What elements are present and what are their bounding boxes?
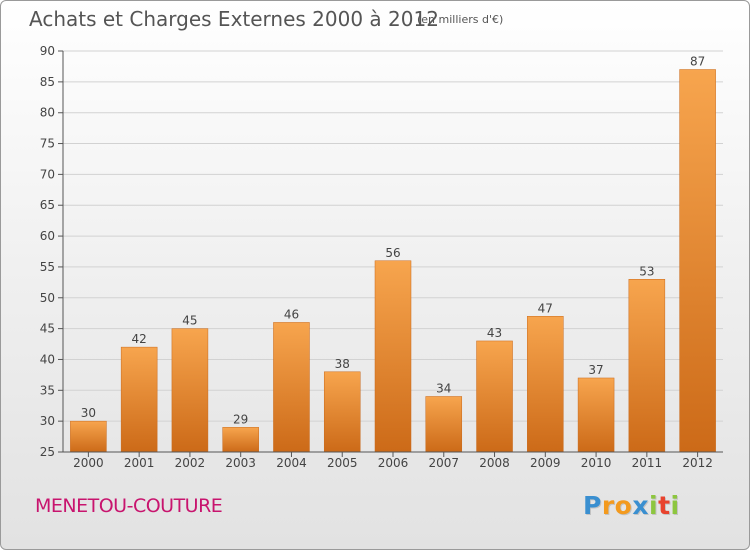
y-tick-label: 40 — [40, 352, 55, 366]
chart-unit: (en milliers d'€) — [417, 13, 504, 26]
x-tick-label: 2011 — [632, 456, 663, 470]
bar-value-label: 87 — [690, 55, 705, 69]
logo-letter: i — [670, 491, 680, 520]
y-tick-label: 75 — [40, 137, 55, 151]
x-tick-label: 2002 — [175, 456, 206, 470]
bar-value-label: 43 — [487, 326, 502, 340]
y-tick-label: 25 — [40, 445, 55, 459]
bar — [70, 420, 107, 453]
bar-value-label: 42 — [132, 332, 147, 346]
x-tick-label: 2004 — [276, 456, 307, 470]
x-tick-label: 2000 — [73, 456, 104, 470]
bar-value-label: 47 — [538, 301, 553, 315]
y-tick-label: 70 — [40, 167, 55, 181]
bar — [120, 346, 158, 453]
x-tick-label: 2009 — [530, 456, 561, 470]
bar — [628, 279, 666, 453]
chart-title: Achats et Charges Externes 2000 à 2012 — [29, 7, 439, 31]
logo-letter: o — [614, 491, 633, 520]
y-tick-label: 65 — [40, 198, 55, 212]
x-tick-label: 2003 — [225, 456, 256, 470]
bar-value-label: 30 — [81, 406, 96, 420]
logo-letter: t — [658, 491, 671, 520]
x-tick-label: 2008 — [479, 456, 510, 470]
x-tick-label: 2006 — [378, 456, 409, 470]
bar — [425, 396, 463, 453]
bar — [171, 328, 209, 453]
x-tick-label: 2010 — [581, 456, 612, 470]
bar — [476, 340, 513, 453]
x-tick-label: 2007 — [428, 456, 459, 470]
bar-value-label: 38 — [335, 357, 350, 371]
proxiti-logo: Proxiti — [583, 491, 680, 520]
y-tick-label: 55 — [40, 260, 55, 274]
y-tick-label: 60 — [40, 229, 55, 243]
y-tick-label: 85 — [40, 75, 55, 89]
y-tick-label: 30 — [40, 414, 55, 428]
bar-value-label: 37 — [588, 363, 603, 377]
y-tick-label: 80 — [40, 106, 55, 120]
bar — [222, 427, 259, 453]
bar-value-label: 53 — [639, 264, 654, 278]
bar-value-label: 56 — [385, 246, 400, 260]
commune-name: MENETOU-COUTURE — [35, 495, 223, 517]
bar-value-label: 29 — [233, 412, 248, 426]
bar — [577, 377, 615, 453]
y-tick-label: 45 — [40, 322, 55, 336]
logo-letter: x — [632, 491, 649, 520]
bar — [374, 260, 412, 453]
logo-letter: P — [583, 491, 602, 520]
bar — [527, 316, 564, 453]
y-tick-label: 50 — [40, 291, 55, 305]
bar-value-label: 34 — [436, 381, 451, 395]
x-tick-label: 2012 — [682, 456, 713, 470]
x-tick-label: 2005 — [327, 456, 358, 470]
x-tick-label: 2001 — [124, 456, 155, 470]
bar-value-label: 45 — [182, 314, 197, 328]
bar — [679, 69, 716, 453]
y-tick-label: 90 — [40, 44, 55, 58]
logo-letter: i — [649, 491, 659, 520]
logo-letter: r — [601, 491, 615, 520]
bar-value-label: 46 — [284, 307, 299, 321]
bar — [323, 371, 361, 453]
bar — [273, 322, 310, 453]
y-tick-label: 35 — [40, 383, 55, 397]
